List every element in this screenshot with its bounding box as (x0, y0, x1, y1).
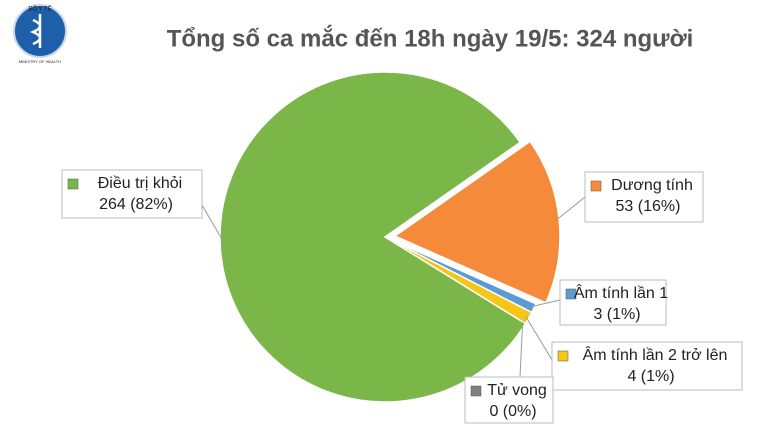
legend-swatch (470, 385, 482, 397)
leader-line (201, 204, 224, 242)
legend-swatch (557, 350, 569, 362)
leader-line (519, 321, 524, 378)
logo-emblem (29, 14, 42, 48)
label-box (551, 341, 743, 391)
pie-slice (393, 140, 561, 304)
label-box (464, 376, 554, 424)
label-box (61, 169, 203, 219)
value-label: 53 (16%) (616, 198, 681, 215)
value-label: 3 (1%) (593, 306, 640, 323)
legend-swatch (565, 288, 577, 300)
label-box (559, 279, 667, 326)
logo-top: BỘ Y TẾ (28, 6, 51, 13)
legend-swatch (67, 178, 79, 190)
leader-line (525, 316, 553, 361)
leader-line (530, 299, 561, 308)
label-box (584, 171, 704, 223)
pie-slice (219, 71, 527, 403)
category-label: Âm tính lần 1 (574, 283, 668, 302)
chart-title: Tổng số ca mắc đến 18h ngày 19/5: 324 ng… (167, 24, 694, 52)
category-label: Âm tính lần 2 trở lên (583, 345, 728, 364)
value-label: 4 (1%) (627, 368, 674, 385)
category-label: Điều trị khỏi (98, 175, 182, 192)
value-label: 264 (82%) (99, 196, 173, 213)
value-label: 0 (0%) (489, 403, 536, 420)
category-label: Dương tính (611, 177, 693, 194)
leader-line (555, 196, 586, 221)
logo-bottom: MINISTRY OF HEALTH (19, 59, 61, 64)
category-label: Tử vong (487, 382, 547, 399)
legend-swatch (590, 180, 602, 192)
